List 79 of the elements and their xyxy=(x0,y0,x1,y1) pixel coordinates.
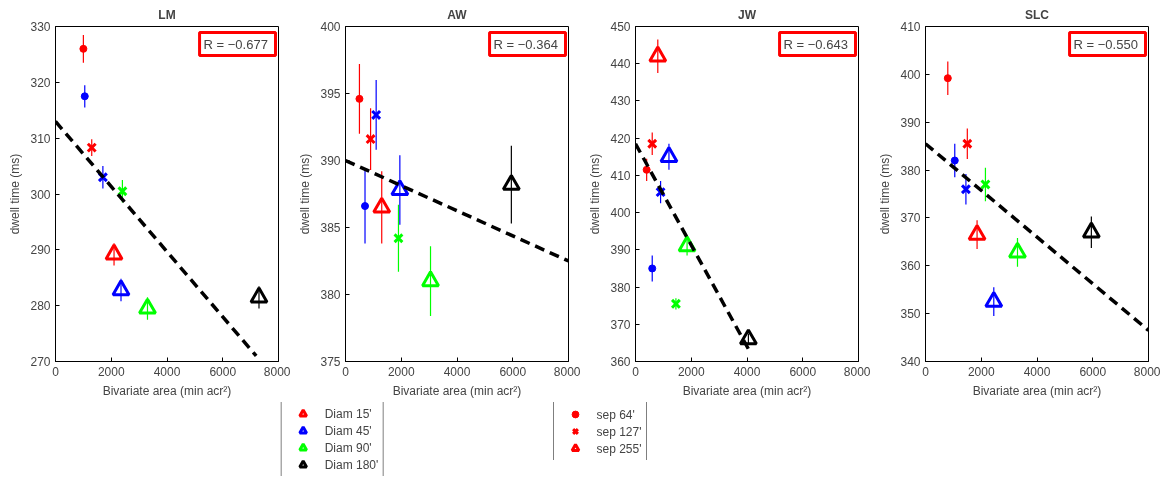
y-tick-label: 450 xyxy=(610,20,631,34)
y-tick-label: 440 xyxy=(610,57,631,72)
y-tick-label: 350 xyxy=(900,307,921,322)
y-tick-label: 360 xyxy=(610,355,631,369)
x-tick-label: 0 xyxy=(632,364,640,379)
x-tick-label: 4000 xyxy=(153,364,181,379)
legend-label: Diam 45' xyxy=(324,422,372,439)
y-tick-label: 320 xyxy=(30,75,51,90)
point xyxy=(137,297,157,315)
y-tick-label: 370 xyxy=(610,317,631,332)
x-tick-label: 2000 xyxy=(967,364,995,379)
x-tick-label: 0 xyxy=(52,364,60,379)
chart-title: JW xyxy=(738,7,757,22)
legend-label: sep 64' xyxy=(596,406,635,423)
legend-label: Diam 180' xyxy=(324,456,379,473)
point xyxy=(249,286,269,304)
y-tick-label: 300 xyxy=(30,187,51,202)
x-tick-label: 8000 xyxy=(1133,364,1160,379)
y-tick-label: 360 xyxy=(900,259,921,274)
y-tick-label: 290 xyxy=(30,243,51,258)
chart-title: SLC xyxy=(1025,7,1050,22)
point xyxy=(111,279,131,297)
y-tick-label: 395 xyxy=(320,87,341,101)
y-tick-label: 380 xyxy=(610,280,631,295)
y-tick-label: 390 xyxy=(900,115,921,130)
y-tick-label: 385 xyxy=(320,221,341,235)
y-axis-title: dwell time (ms) xyxy=(878,153,893,235)
x-tick-label: 6000 xyxy=(209,364,237,379)
x-tick-label: 4000 xyxy=(733,364,761,379)
y-tick-label: 410 xyxy=(610,168,631,183)
legend-label: Diam 90' xyxy=(324,439,372,456)
legend-label: sep 127' xyxy=(596,423,642,440)
y-tick-label: 375 xyxy=(320,355,341,369)
x-tick-label: 8000 xyxy=(553,364,581,379)
legend-label: Diam 15' xyxy=(324,405,372,422)
y-tick-label: 400 xyxy=(610,206,631,221)
x-axis-title: Bivariate area (min acr²) xyxy=(972,383,1102,398)
chart-title: AW xyxy=(447,7,468,22)
y-tick-label: 390 xyxy=(320,154,341,168)
annotation: R = −0.677 xyxy=(203,36,268,52)
x-tick-label: 8000 xyxy=(843,364,871,379)
y-axis-title: dwell time (ms) xyxy=(8,153,23,235)
annotation: R = −0.643 xyxy=(783,36,848,52)
point xyxy=(104,243,124,261)
y-axis-title: dwell time (ms) xyxy=(298,153,313,235)
text: sep 255' xyxy=(596,440,642,457)
y-axis-title: dwell time (ms) xyxy=(588,153,603,235)
x-tick-label: 2000 xyxy=(97,364,125,379)
y-tick-label: 270 xyxy=(30,355,51,369)
x-tick-label: 6000 xyxy=(1079,364,1107,379)
y-tick-label: 400 xyxy=(900,67,921,82)
annotation: R = −0.550 xyxy=(1073,36,1138,52)
y-tick-label: 340 xyxy=(900,355,921,369)
x-tick-label: 4000 xyxy=(1023,364,1051,379)
x-tick-label: 2000 xyxy=(387,364,415,379)
y-tick-label: 330 xyxy=(30,20,51,34)
y-tick-label: 430 xyxy=(610,94,631,109)
y-tick-label: 310 xyxy=(30,131,51,146)
point xyxy=(501,173,521,191)
y-tick-label: 380 xyxy=(320,288,341,302)
y-tick-label: 420 xyxy=(610,131,631,146)
x-tick-label: 0 xyxy=(342,364,350,379)
y-tick-label: 410 xyxy=(900,20,921,34)
x-axis-title: Bivariate area (min acr²) xyxy=(102,383,232,398)
x-axis-title: Bivariate area (min acr²) xyxy=(392,383,522,398)
y-tick-label: 280 xyxy=(30,299,51,314)
x-tick-label: 6000 xyxy=(499,364,527,379)
y-tick-label: 400 xyxy=(320,20,341,34)
y-tick-label: 370 xyxy=(900,211,921,226)
x-tick-label: 6000 xyxy=(789,364,817,379)
annotation: R = −0.364 xyxy=(493,36,558,52)
x-tick-label: 8000 xyxy=(263,364,291,379)
y-tick-label: 390 xyxy=(610,243,631,258)
chart-title: LM xyxy=(158,7,176,22)
x-tick-label: 2000 xyxy=(677,364,705,379)
x-tick-label: 4000 xyxy=(443,364,471,379)
x-axis-title: Bivariate area (min acr²) xyxy=(682,383,812,398)
x-tick-label: 0 xyxy=(922,364,930,379)
y-tick-label: 380 xyxy=(900,163,921,178)
